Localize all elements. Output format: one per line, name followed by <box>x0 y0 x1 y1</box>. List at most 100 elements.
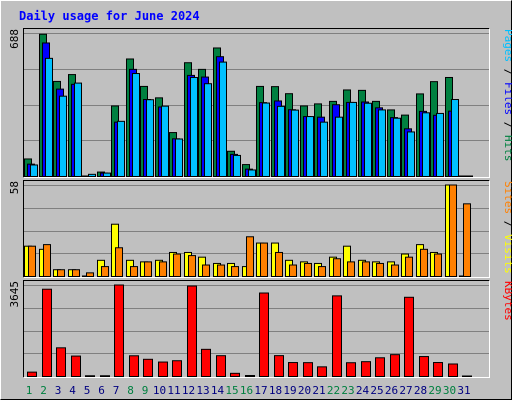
day-label-29: 29 <box>428 384 441 397</box>
bar-pages-day-10 <box>161 105 169 177</box>
bar-sites-day-23 <box>347 261 355 277</box>
bar-sites-day-31 <box>463 203 471 278</box>
bar-pages-day-7 <box>117 120 125 177</box>
bar-kbytes-day-19 <box>288 362 298 378</box>
bar-pages-day-14 <box>219 61 227 177</box>
bar-pages-day-26 <box>393 117 401 178</box>
bar-pages-day-11 <box>175 138 183 178</box>
day-label-10: 10 <box>153 384 166 397</box>
series-pages <box>30 57 473 178</box>
bar-pages-day-27 <box>407 131 415 178</box>
bar-pages-day-30 <box>451 99 459 177</box>
bar-sites-day-3 <box>57 269 65 278</box>
day-label-26: 26 <box>385 384 398 397</box>
bar-pages-day-12 <box>190 76 198 177</box>
bar-kbytes-day-11 <box>172 360 182 377</box>
bar-pages-day-1 <box>30 164 38 177</box>
bar-kbytes-day-12 <box>187 285 197 377</box>
y-max-label: 58 <box>8 181 21 194</box>
panel-shadow-edge <box>23 28 490 178</box>
bar-sites-day-22 <box>333 258 341 278</box>
day-label-2: 2 <box>40 384 47 397</box>
day-label-24: 24 <box>356 384 370 397</box>
day-label-15: 15 <box>225 384 238 397</box>
bar-sites-day-21 <box>318 266 326 278</box>
bar-kbytes-day-10 <box>158 361 168 377</box>
bar-sites-day-11 <box>173 253 181 278</box>
legend-entry-0: KBytes <box>502 281 512 321</box>
bar-kbytes-day-13 <box>201 348 211 378</box>
day-label-12: 12 <box>182 384 195 397</box>
bar-sites-day-18 <box>275 251 283 277</box>
panel-kbytes: 3645 KBytes <box>8 280 512 378</box>
bar-sites-day-28 <box>420 248 428 278</box>
day-label-5: 5 <box>84 384 91 397</box>
day-label-28: 28 <box>414 384 427 397</box>
day-label-19: 19 <box>283 384 296 397</box>
bar-sites-day-2 <box>43 244 51 278</box>
bar-sites-day-29 <box>434 253 442 278</box>
day-label-4: 4 <box>69 384 76 397</box>
day-label-21: 21 <box>312 384 325 397</box>
bar-pages-day-8 <box>132 73 140 177</box>
day-label-18: 18 <box>269 384 282 397</box>
legend-entry-1: / <box>502 62 512 82</box>
bar-sites-day-15 <box>231 266 239 278</box>
day-label-7: 7 <box>113 384 120 397</box>
day-label-1: 1 <box>26 384 33 397</box>
panel-shadow-edge <box>23 180 490 278</box>
bar-sites-day-13 <box>202 264 210 278</box>
bar-kbytes-day-26 <box>390 354 400 378</box>
legend-entry-2: Files <box>502 82 512 115</box>
bar-sites-day-19 <box>289 264 297 278</box>
legend-entry-3: / <box>502 115 512 135</box>
bar-kbytes-day-18 <box>274 355 284 378</box>
bar-kbytes-day-24 <box>361 361 371 377</box>
bar-sites-day-12 <box>188 255 196 278</box>
chart-title: Daily usage for June 2024 <box>19 9 200 23</box>
bar-pages-day-29 <box>436 112 444 177</box>
legend-entry-4: Hits <box>502 135 512 162</box>
day-label-31: 31 <box>457 384 470 397</box>
bar-kbytes-day-17 <box>259 292 269 377</box>
bar-sites-day-20 <box>304 262 312 277</box>
panel-hits-files-pages: 688 Pages / Files / Hits <box>8 28 512 178</box>
panel-highlight-edge <box>23 280 490 378</box>
panel-highlight-edge <box>23 28 490 178</box>
bar-pages-day-9 <box>146 99 154 177</box>
bar-kbytes-day-21 <box>317 366 327 377</box>
bar-pages-day-4 <box>74 82 82 177</box>
day-label-3: 3 <box>55 384 62 397</box>
bar-pages-day-20 <box>306 116 314 177</box>
bar-kbytes-day-20 <box>303 362 313 377</box>
bar-sites-day-10 <box>159 261 167 277</box>
bar-kbytes-day-6 <box>100 375 110 377</box>
bar-pages-day-21 <box>320 121 328 177</box>
bar-pages-day-28 <box>422 112 430 178</box>
legend: Sites / Visits <box>502 181 512 274</box>
bar-sites-day-1 <box>28 245 36 277</box>
day-label-20: 20 <box>298 384 311 397</box>
bar-kbytes-day-16 <box>245 375 255 377</box>
bar-pages-day-23 <box>349 101 357 177</box>
bar-kbytes-day-4 <box>71 355 81 377</box>
bar-pages-day-25 <box>378 109 386 177</box>
bar-sites-day-26 <box>391 264 399 278</box>
panel-highlight-edge <box>23 180 490 278</box>
bar-kbytes-day-8 <box>129 355 139 377</box>
bar-sites-day-9 <box>144 261 152 277</box>
bar-pages-day-19 <box>291 109 299 177</box>
bar-pages-day-15 <box>233 154 241 177</box>
series-kbytes <box>27 284 472 378</box>
bar-sites-day-5 <box>86 272 94 277</box>
legend: Pages / Files / Hits <box>502 29 512 162</box>
bar-kbytes-day-7 <box>114 284 124 377</box>
bar-sites-day-14 <box>217 264 225 278</box>
y-max-label: 3645 <box>8 281 21 308</box>
day-label-9: 9 <box>142 384 149 397</box>
day-label-13: 13 <box>196 384 209 397</box>
bar-kbytes-day-28 <box>419 356 429 378</box>
bar-kbytes-day-22 <box>332 295 342 377</box>
